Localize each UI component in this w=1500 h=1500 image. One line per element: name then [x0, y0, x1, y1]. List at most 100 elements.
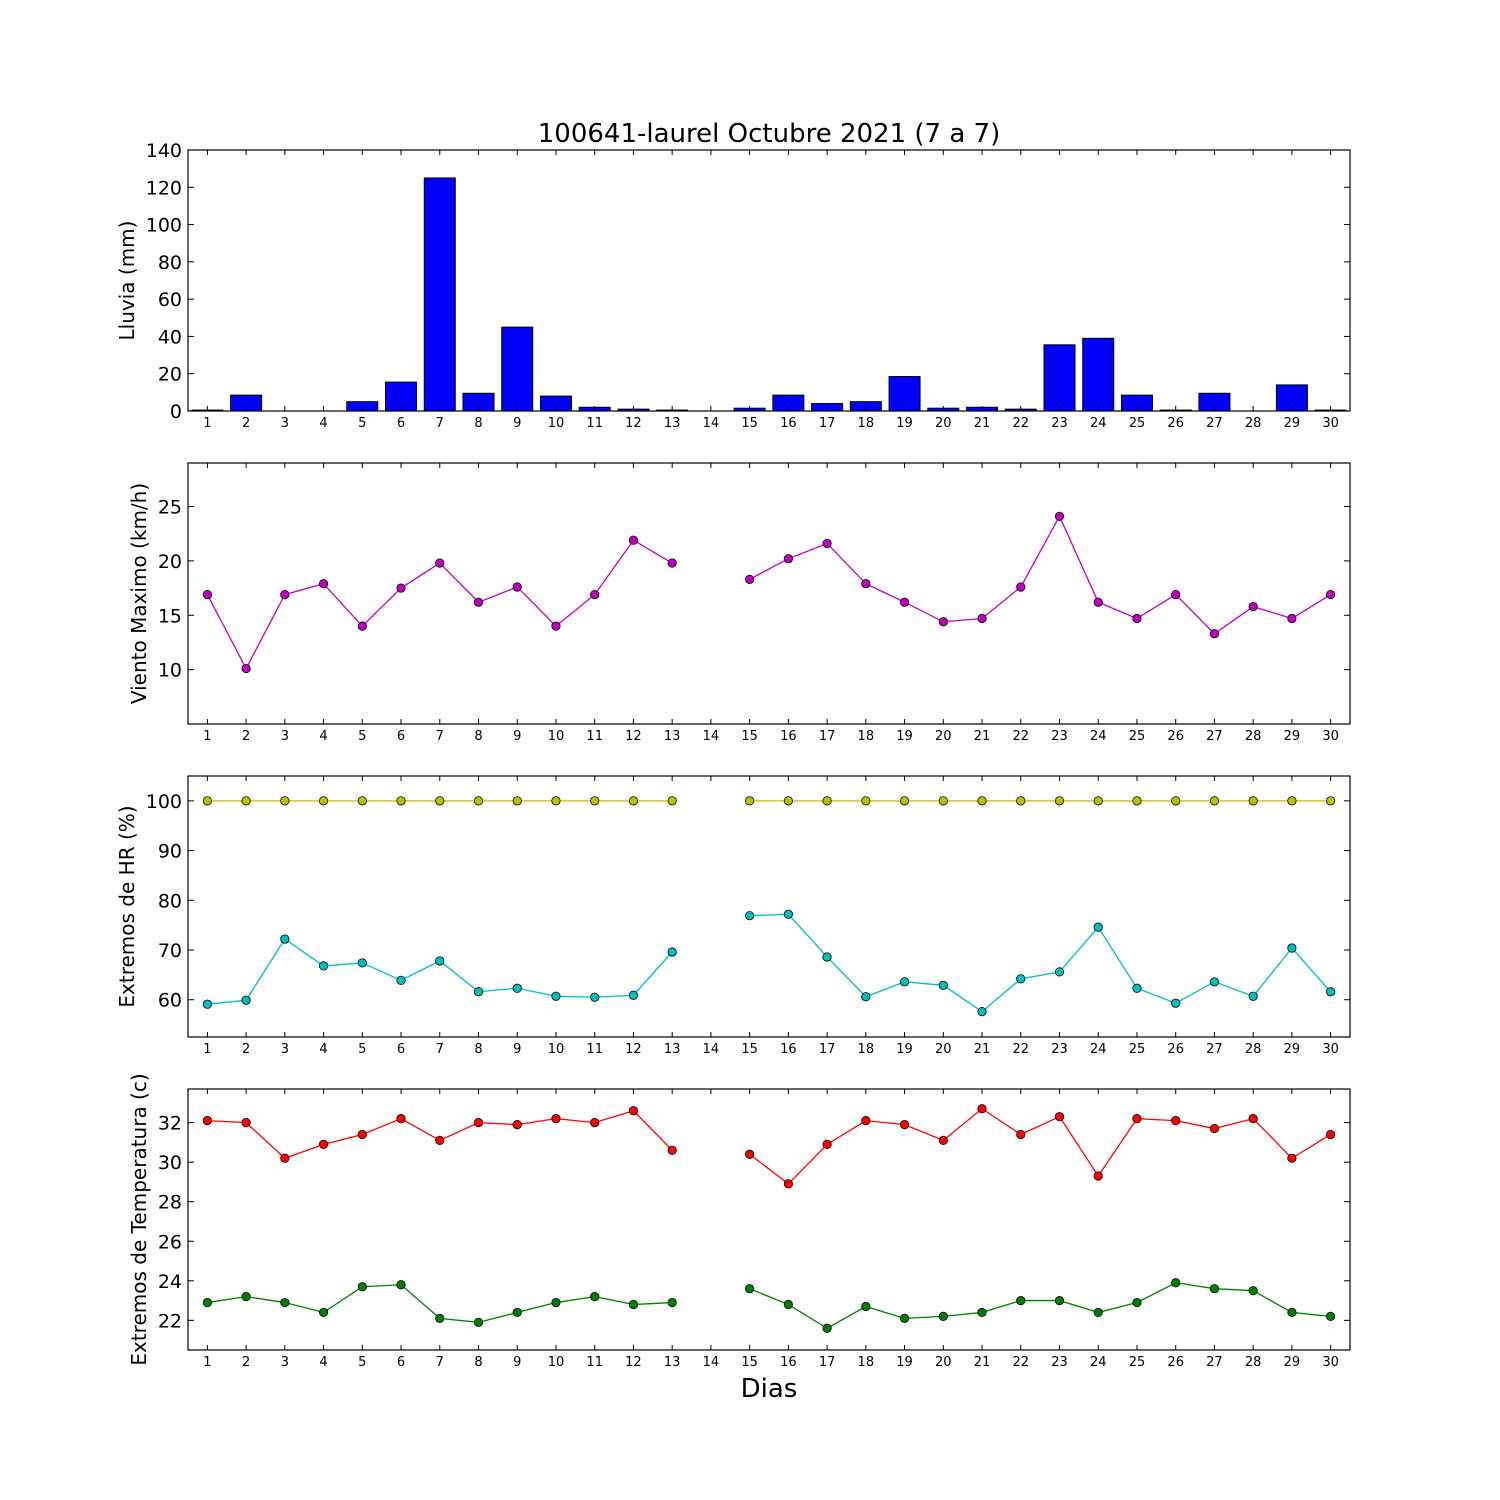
rain-y-tick-label: 140 [146, 140, 182, 162]
rain-x-tick-label: 23 [1051, 416, 1068, 431]
temperature-series-2-point-day-28 [1248, 1286, 1258, 1296]
wind-panel: 1 2 3 4 5 6 7 8 9 10 11 12 13 14 15 16 17 18 19 20 21 22 23 24 2… [127, 462, 1351, 744]
rain-x-tick-label: 26 [1167, 416, 1184, 431]
humidity-x-tick-label: 2 [242, 1042, 250, 1057]
wind-series-1-point-day-6 [396, 583, 406, 593]
wind-series-1-point-day-18 [861, 579, 871, 589]
rain-panel: 1 2 3 4 5 6 7 8 9 10 11 12 13 14 15 16 17 18 19 20 21 22 23 24 2… [115, 140, 1351, 431]
temperature-series-1-point-day-10 [551, 1114, 561, 1124]
temperature-series-1-point-day-17 [822, 1139, 832, 1149]
humidity-y-tick-label: 60 [158, 990, 182, 1012]
temperature-x-tick-label: 30 [1322, 1355, 1339, 1370]
humidity-series-2-point-day-28 [1248, 991, 1258, 1001]
temperature-series-2-point-day-12 [628, 1299, 639, 1310]
humidity-x-tick-label: 4 [319, 1042, 327, 1057]
temperature-series-2-point-day-20 [938, 1311, 948, 1321]
temperature-series-1-point-day-7 [435, 1135, 445, 1146]
rain-x-tick-label: 24 [1090, 416, 1107, 431]
humidity-y-tick-label: 70 [158, 940, 182, 962]
temperature-x-tick-label: 12 [625, 1355, 642, 1370]
rain-x-tick-label: 29 [1284, 416, 1301, 431]
temperature-series-2-point-day-19 [899, 1313, 910, 1323]
temperature-series-1-point-day-11 [590, 1118, 600, 1128]
temperature-series-1-point-day-29 [1287, 1153, 1297, 1163]
temperature-x-tick-label: 23 [1051, 1355, 1068, 1370]
humidity-series-2-point-day-9 [512, 983, 522, 993]
humidity-x-tick-label: 18 [858, 1042, 875, 1057]
temperature-series-1-point-day-8 [473, 1118, 484, 1128]
humidity-x-tick-label: 27 [1206, 1042, 1223, 1057]
wind-x-tick-label: 12 [625, 729, 642, 744]
wind-series-1-point-day-30 [1326, 589, 1336, 600]
temperature-x-tick-label: 21 [974, 1355, 991, 1370]
temperature-x-tick-label: 29 [1284, 1355, 1301, 1370]
temperature-series-1-point-day-3 [280, 1153, 290, 1163]
humidity-series-2-point-day-2 [241, 995, 251, 1005]
rain-x-tick-label: 13 [664, 416, 681, 431]
humidity-panel: 1 2 3 4 5 6 7 8 9 10 11 12 13 14 15 16 17 18 19 20 21 22 23 24 2… [115, 775, 1351, 1057]
humidity-x-tick-label: 20 [935, 1042, 952, 1057]
humidity-y-tick-label: 100 [146, 791, 182, 813]
temperature-series-2-point-day-15 [745, 1284, 755, 1294]
humidity-x-tick-label: 17 [819, 1042, 836, 1057]
wind-x-tick-label: 21 [974, 729, 991, 744]
humidity-x-tick-label: 21 [974, 1042, 991, 1057]
humidity-series-2-point-day-3 [280, 934, 290, 944]
temperature-x-tick-label: 8 [474, 1355, 482, 1370]
wind-x-tick-label: 2 [242, 729, 250, 744]
rain-x-tick-label: 20 [935, 416, 952, 431]
humidity-series-2-point-day-7 [435, 956, 445, 966]
wind-y-tick-label: 10 [158, 660, 182, 682]
temperature-series-1-point-day-15 [745, 1149, 755, 1159]
humidity-series-2-point-day-23 [1054, 967, 1065, 977]
humidity-series-2-point-day-16 [783, 909, 793, 919]
temperature-y-tick-label: 24 [158, 1271, 182, 1293]
temperature-x-tick-label: 9 [513, 1355, 521, 1370]
temperature-x-tick-label: 28 [1245, 1355, 1262, 1370]
wind-x-tick-label: 9 [513, 729, 521, 744]
temperature-y-tick-label: 28 [158, 1192, 182, 1214]
temperature-x-tick-label: 6 [397, 1355, 405, 1370]
wind-x-tick-label: 29 [1284, 729, 1301, 744]
temperature-x-tick-label: 11 [586, 1355, 603, 1370]
rain-x-tick-label: 25 [1129, 416, 1146, 431]
humidity-series-1-point-day-18 [861, 796, 871, 806]
rain-bar-day-23 [1043, 344, 1076, 412]
temperature-series-2-point-day-8 [473, 1317, 484, 1327]
temperature-series-1-point-day-16 [783, 1179, 793, 1189]
rain-x-tick-label: 5 [358, 416, 366, 431]
temperature-series-2-point-day-7 [435, 1313, 445, 1323]
rain-y-tick-label: 40 [158, 326, 182, 348]
rain-x-tick-label: 9 [513, 416, 521, 431]
humidity-series-2-point-day-10 [551, 991, 561, 1001]
temperature-series-1-point-day-6 [396, 1114, 406, 1124]
wind-y-axis-label: Viento Maximo (km/h) [127, 483, 151, 704]
rain-x-tick-label: 3 [281, 416, 289, 431]
humidity-x-tick-label: 14 [703, 1042, 720, 1057]
wind-x-tick-label: 20 [935, 729, 952, 744]
humidity-x-tick-label: 8 [474, 1042, 482, 1057]
wind-x-tick-label: 15 [741, 729, 758, 744]
temperature-series-2-point-day-24 [1093, 1307, 1103, 1318]
temperature-x-tick-label: 17 [819, 1355, 836, 1370]
humidity-series-2-line-2 [749, 913, 1332, 1013]
rain-x-tick-label: 14 [703, 416, 720, 431]
rain-x-tick-label: 1 [203, 416, 211, 431]
wind-series-1-point-day-4 [318, 579, 329, 589]
wind-x-tick-label: 1 [203, 729, 211, 744]
rain-x-tick-label: 6 [397, 416, 405, 431]
wind-y-tick-label: 20 [158, 551, 182, 573]
wind-series-1-point-day-28 [1248, 601, 1258, 612]
wind-axes-frame [187, 462, 1351, 725]
temperature-x-tick-label: 22 [1012, 1355, 1029, 1370]
wind-x-tick-label: 8 [474, 729, 482, 744]
temperature-series-2-point-day-30 [1326, 1311, 1336, 1321]
humidity-x-tick-label: 9 [513, 1042, 521, 1057]
rain-x-tick-label: 19 [896, 416, 913, 431]
humidity-series-1-point-day-7 [435, 796, 445, 806]
temperature-x-tick-label: 5 [358, 1355, 366, 1370]
humidity-series-2-point-day-8 [473, 987, 484, 997]
humidity-series-2-point-day-21 [977, 1007, 987, 1017]
temperature-series-2-point-day-10 [551, 1297, 561, 1308]
humidity-series-2-point-day-26 [1171, 998, 1181, 1008]
